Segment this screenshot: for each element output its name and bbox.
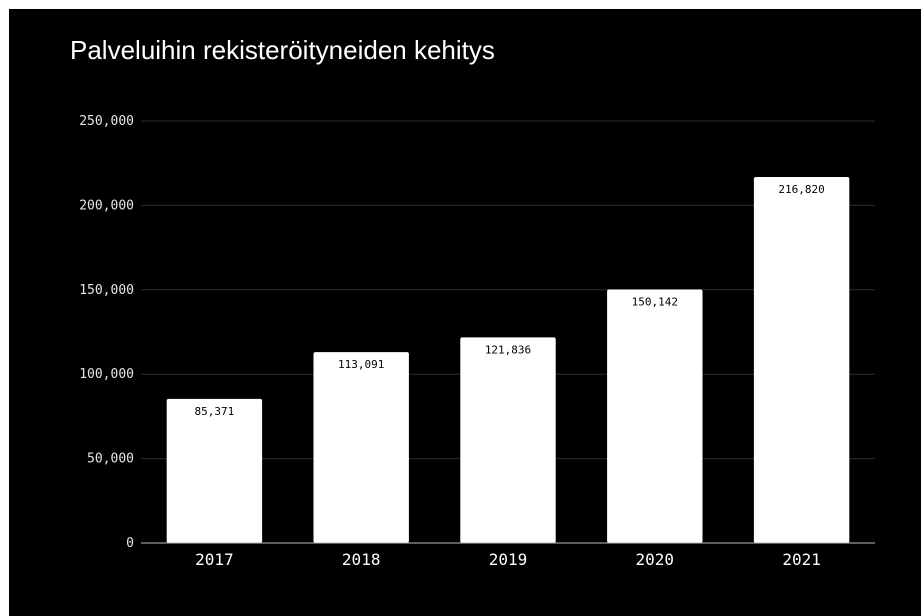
- x-tick-label: 2017: [195, 550, 234, 569]
- x-tick-label: 2021: [782, 550, 821, 569]
- x-tick-label: 2019: [489, 550, 528, 569]
- data-label: 150,142: [632, 296, 678, 309]
- bar: [607, 289, 703, 543]
- bar: [313, 352, 409, 543]
- axes: 0 50,000 100,000 150,000 200,000 250,000 2017 2…: [79, 114, 875, 569]
- bar: [166, 398, 263, 543]
- y-tick-label: 0: [126, 536, 134, 551]
- data-label: 85,371: [195, 405, 235, 418]
- chart-container: Palveluihin rekisteröityneiden kehitys 8…: [9, 9, 921, 616]
- y-tick-label: 50,000: [87, 452, 134, 467]
- bars: 85,371 113,091 121,836 150,142 216,820: [166, 177, 850, 543]
- y-tick-label: 100,000: [79, 367, 134, 382]
- data-label: 121,836: [485, 343, 531, 356]
- bar-chart: 85,371 113,091 121,836 150,142 216,820 0 50,0…: [79, 114, 875, 569]
- y-tick-label: 150,000: [79, 283, 134, 298]
- data-label: 216,820: [778, 183, 824, 196]
- x-tick-label: 2020: [636, 550, 675, 569]
- bar: [753, 177, 850, 543]
- bar: [460, 337, 556, 543]
- chart-title: Palveluihin rekisteröityneiden kehitys: [70, 35, 495, 65]
- y-tick-label: 250,000: [79, 114, 134, 129]
- y-tick-label: 200,000: [79, 198, 134, 213]
- x-tick-label: 2018: [342, 550, 381, 569]
- data-label: 113,091: [338, 358, 384, 371]
